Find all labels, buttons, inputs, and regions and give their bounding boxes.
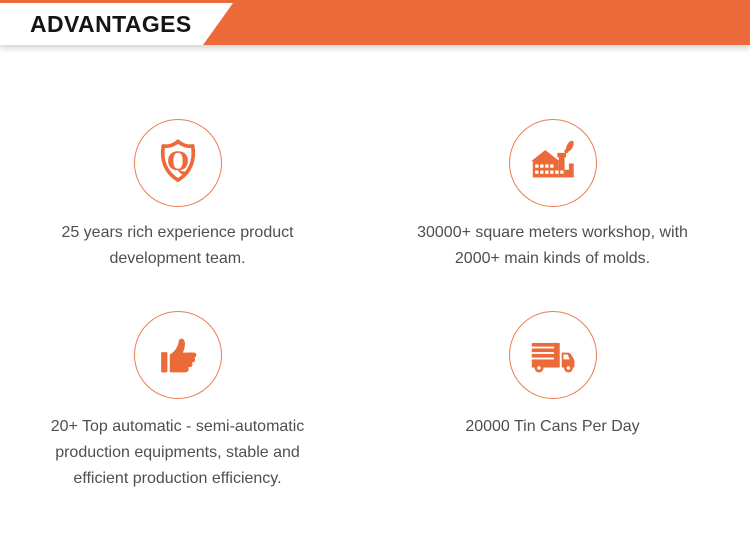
section-title: ADVANTAGES (30, 10, 192, 37)
advantage-card-equipment: 20+ Top automatic - semi-automatic produ… (0, 272, 355, 492)
advantage-text-line: 30000+ square meters workshop, with (417, 224, 688, 241)
advantage-text: 20+ Top automatic - semi-automatic produ… (51, 414, 305, 492)
advantage-text-line: 20000 Tin Cans Per Day (465, 418, 640, 435)
delivery-truck-icon (531, 342, 574, 373)
advantage-text: 30000+ square meters workshop, with 2000… (417, 220, 688, 272)
icon-circle (508, 119, 597, 207)
advantage-text: 25 years rich experience product develop… (61, 220, 293, 272)
advantage-text-line: development team. (109, 250, 246, 267)
factory-icon (530, 140, 574, 178)
icon-circle (133, 311, 222, 399)
advantage-text-line: production equipments, stable and (55, 444, 300, 461)
advantage-text: 20000 Tin Cans Per Day (465, 414, 639, 440)
advantage-card-quality: Q 25 years rich experience product devel… (0, 45, 355, 272)
thumbs-up-icon (160, 338, 196, 373)
quality-shield-icon: Q (160, 139, 195, 182)
icon-circle (508, 311, 597, 399)
svg-text:Q: Q (167, 146, 189, 176)
advantage-text-line: 2000+ main kinds of molds. (454, 250, 651, 267)
advantage-text-line: efficient production efficiency. (73, 470, 282, 487)
icon-circle: Q (133, 119, 222, 207)
advantage-card-capacity: 20000 Tin Cans Per Day (355, 272, 750, 492)
advantage-text-line: 20+ Top automatic - semi-automatic (50, 418, 305, 435)
advantage-card-workshop: 30000+ square meters workshop, with 2000… (355, 45, 750, 272)
section-header-bar: ADVANTAGES (0, 0, 750, 45)
advantage-text-line: 25 years rich experience product (61, 224, 294, 241)
advantages-grid: Q 25 years rich experience product devel… (0, 45, 750, 492)
section-title-tab: ADVANTAGES (0, 3, 233, 45)
